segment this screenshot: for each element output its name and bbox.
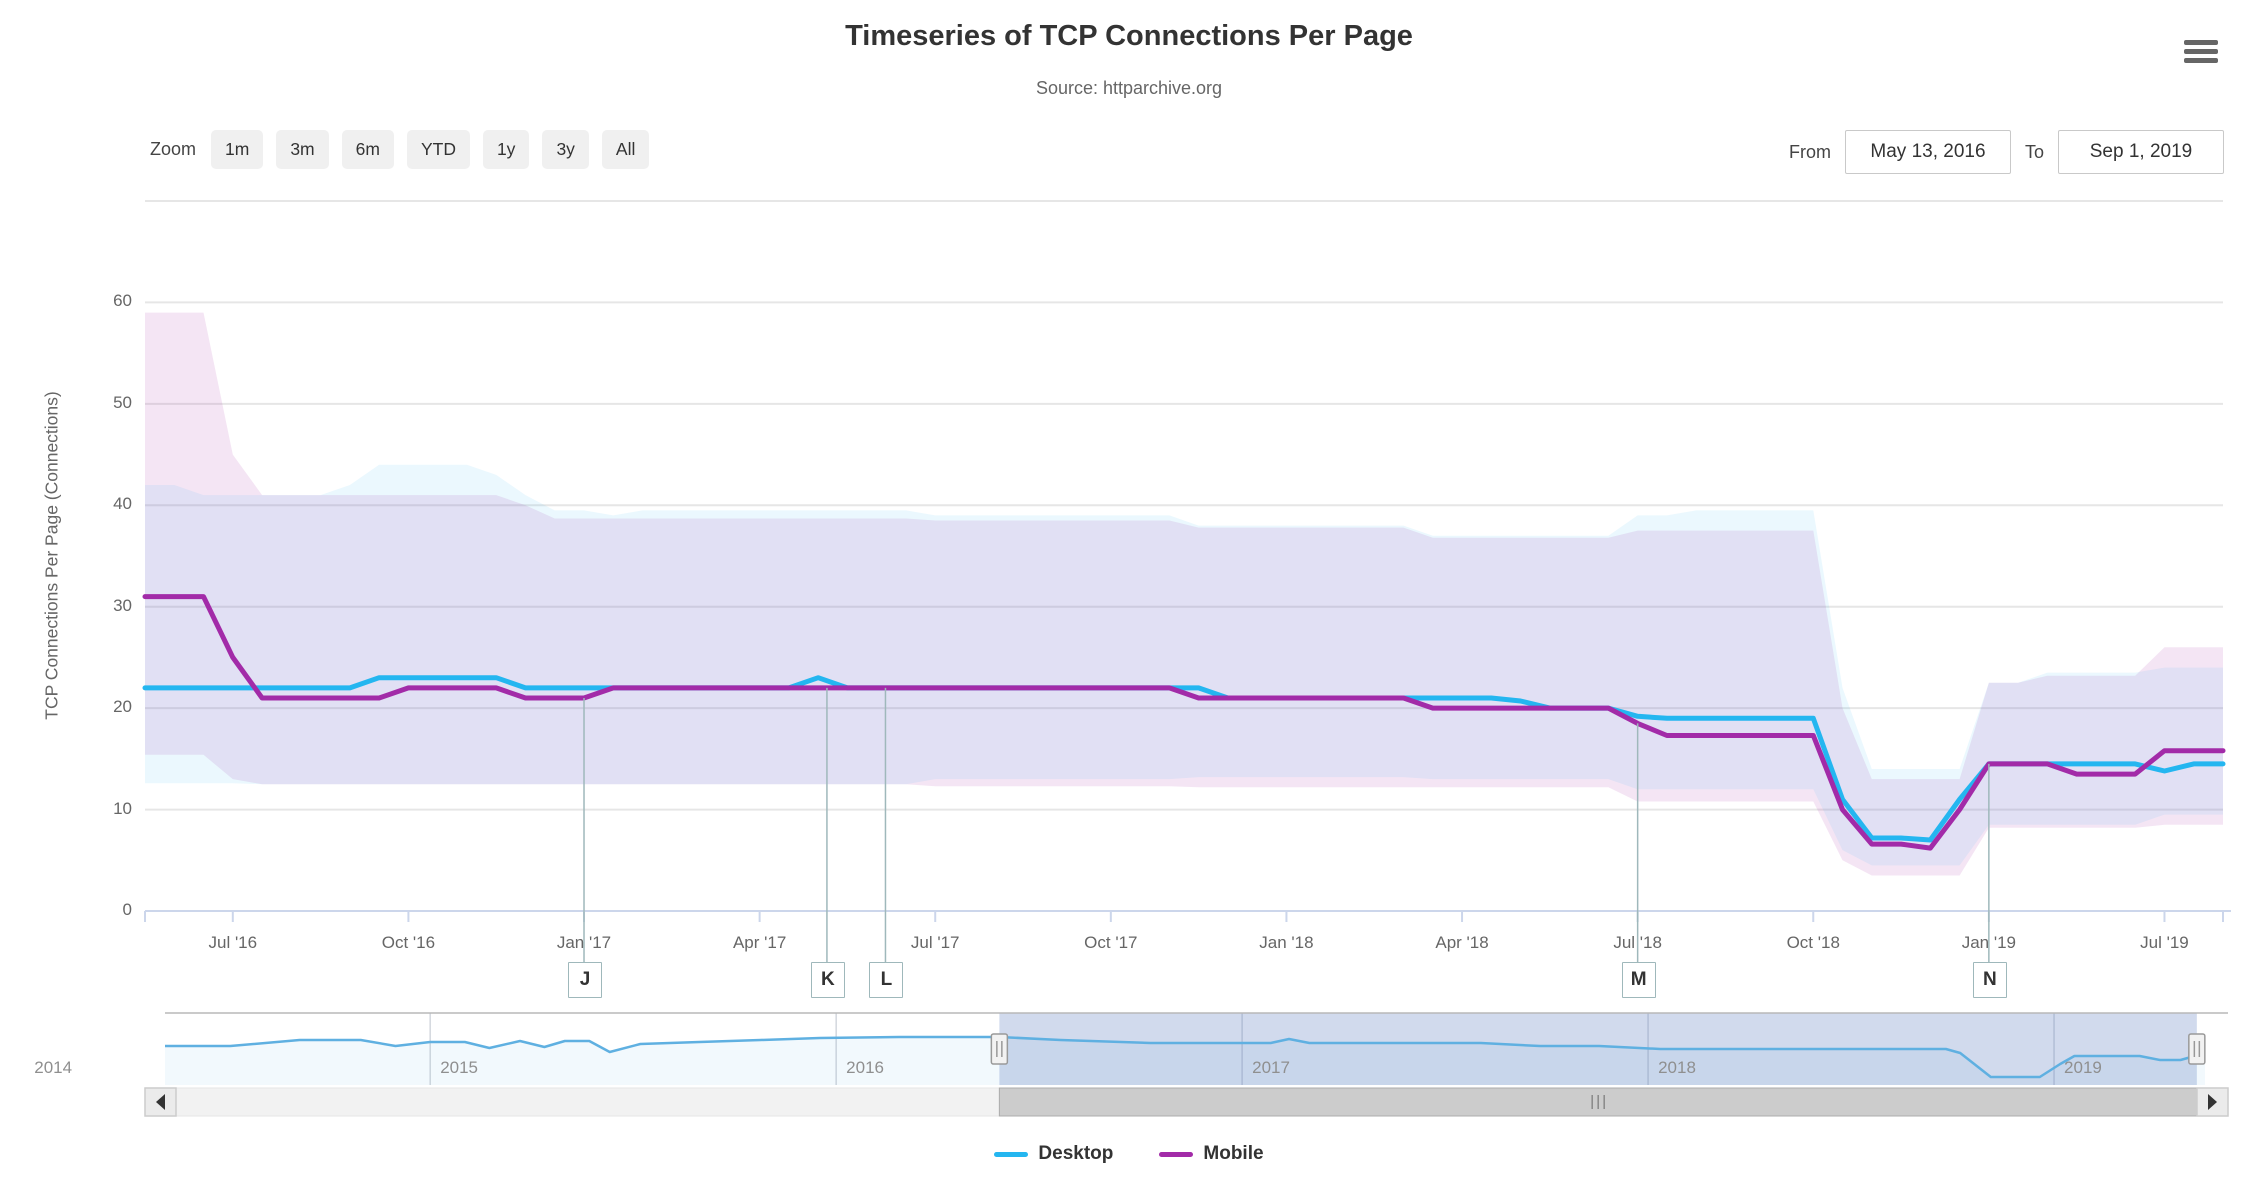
y-tick-label-30: 30 (113, 595, 132, 615)
zoom-label: Zoom (150, 139, 197, 159)
desktop-band (145, 464, 2223, 866)
y-tick-label-20: 20 (113, 697, 132, 717)
zoom-button-3y[interactable]: 3y (542, 130, 589, 169)
flag-K[interactable]: K (810, 962, 845, 998)
y-tick-label-40: 40 (113, 494, 132, 514)
navigator-left-handle[interactable] (990, 1033, 1009, 1065)
hamburger-menu-icon[interactable] (2184, 40, 2218, 66)
x-tick-label: Apr '18 (1435, 933, 1489, 952)
x-tick-label: Jul '18 (1613, 933, 1662, 952)
flag-L[interactable]: L (869, 962, 904, 998)
x-tick-label: Oct '18 (1786, 933, 1840, 952)
navigator-year-label-2014: 2014 (34, 1058, 73, 1077)
from-date-input[interactable] (1844, 130, 2011, 174)
zoom-button-1m[interactable]: 1m (211, 130, 264, 169)
flag-M[interactable]: M (1621, 962, 1656, 998)
navigator-selected-range[interactable] (999, 1013, 2197, 1085)
navigator-series-line (165, 1035, 2205, 1079)
x-tick-label: Jan '17 (556, 933, 612, 952)
mobile-series-swatch (1159, 1151, 1194, 1157)
legend-item-desktop[interactable]: Desktop (994, 1143, 1113, 1165)
range-selector: Zoom 1m 3m 6m YTD 1y 3y All From To (0, 130, 2258, 174)
x-tick-label: Oct '16 (381, 933, 436, 952)
y-tick-label-50: 50 (113, 392, 132, 412)
to-date-input[interactable] (2058, 130, 2224, 174)
desktop-series-line (142, 675, 2226, 843)
navigator-year-label-2015: 2015 (440, 1058, 479, 1077)
navigator-year-label-2018: 2018 (1658, 1058, 1696, 1077)
navigator-year-label-2017: 2017 (1252, 1058, 1290, 1077)
x-tick-label: Jul '19 (2140, 933, 2189, 952)
date-range-group: From To (1789, 130, 2224, 174)
chart-subtitle: Source: httparchive.org (1035, 78, 1223, 98)
navigator-year-label-2019: 2019 (2064, 1058, 2102, 1077)
x-tick-label: Jan '19 (1961, 933, 2016, 952)
flag-J[interactable]: J (568, 962, 602, 998)
x-tick-label: Jul '17 (910, 933, 960, 952)
legend-label-mobile: Mobile (1203, 1143, 1264, 1164)
scrollbar-left-arrow-icon (156, 1094, 165, 1110)
y-axis-title: TCP Connections Per Page (Connections) (41, 391, 62, 720)
y-tick-label-0: 0 (122, 900, 132, 919)
navigator-year-label-2016: 2016 (846, 1058, 884, 1077)
legend: Desktop Mobile (0, 1143, 2258, 1165)
zoom-button-1y[interactable]: 1y (482, 130, 530, 169)
mobile-series-line (142, 594, 2226, 851)
x-tick-label: Apr '17 (732, 933, 787, 952)
navigator-right-handle[interactable] (2188, 1033, 2206, 1065)
x-tick-label: Jul '16 (208, 933, 258, 952)
zoom-button-group: Zoom 1m 3m 6m YTD 1y 3y All (150, 130, 650, 169)
zoom-button-3m[interactable]: 3m (276, 130, 329, 169)
zoom-button-6m[interactable]: 6m (341, 130, 394, 169)
y-tick-label-60: 60 (113, 291, 132, 311)
zoom-button-all[interactable]: All (601, 130, 650, 169)
y-tick-label-10: 10 (113, 798, 132, 818)
x-tick-label: Jan '18 (1259, 933, 1314, 952)
flag-N[interactable]: N (1972, 962, 2007, 998)
scrollbar-right-arrow-icon (2208, 1094, 2217, 1110)
legend-label-desktop: Desktop (1038, 1143, 1114, 1164)
legend-item-mobile[interactable]: Mobile (1159, 1143, 1264, 1165)
from-label: From (1788, 141, 1831, 162)
chart-title: Timeseries of TCP Connections Per Page (845, 20, 1413, 52)
scrollbar-left-button[interactable] (144, 1087, 177, 1117)
to-label: To (2024, 141, 2044, 162)
desktop-series-swatch (994, 1151, 1029, 1157)
zoom-button-ytd[interactable]: YTD (406, 130, 470, 169)
x-tick-label: Oct '17 (1084, 933, 1138, 952)
